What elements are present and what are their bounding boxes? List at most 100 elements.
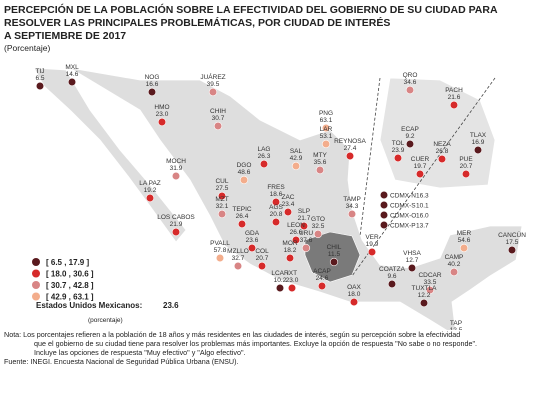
city-value: 19.9 xyxy=(366,241,379,248)
legend-swatch xyxy=(32,292,40,301)
city-value: 42.9 xyxy=(290,155,303,162)
city-value: 21.9 xyxy=(170,221,183,228)
city-name: JUÁREZ xyxy=(200,72,225,81)
city-name: TIJ xyxy=(35,68,44,75)
city-name: NEZA xyxy=(433,141,451,148)
city-value: 21.6 xyxy=(448,94,461,101)
city-name: ACAP xyxy=(313,268,331,275)
city-dot xyxy=(67,77,77,87)
city-value: 10.1 xyxy=(416,203,429,210)
city-dot xyxy=(275,283,285,293)
inset-connector xyxy=(351,77,496,277)
city-value: 23.0 xyxy=(286,277,299,284)
city-name: CUL xyxy=(215,178,228,185)
city-name: TAMP xyxy=(343,196,361,203)
city-dot xyxy=(507,245,517,255)
city-name: ZAC xyxy=(282,194,295,201)
city-name: QRO xyxy=(403,72,418,79)
note-line: Nota: Los porcentajes refieren a la pobl… xyxy=(4,330,461,339)
city-name: GTO xyxy=(311,216,325,223)
city-dot xyxy=(425,285,435,295)
city-value: 17.5 xyxy=(506,239,519,246)
city-dot xyxy=(415,169,425,179)
city-value: 57.8 xyxy=(214,247,227,254)
city-value: 13.7 xyxy=(416,223,429,230)
city-name: COATZA xyxy=(379,266,406,273)
city-dot xyxy=(379,220,389,230)
city-name: TLAX xyxy=(470,132,487,139)
city-name: LOS CABOS xyxy=(157,214,195,221)
city-value: 26.8 xyxy=(436,148,449,155)
city-dot xyxy=(407,263,417,273)
city-value: 9.2 xyxy=(405,133,414,140)
city-value: 19.7 xyxy=(414,163,427,170)
city-dot xyxy=(271,197,281,207)
city-value: 32.5 xyxy=(312,223,325,230)
city-value: 16.9 xyxy=(472,139,485,146)
city-name: MTY xyxy=(313,152,327,159)
city-value: 6.5 xyxy=(35,75,44,82)
city-dot xyxy=(299,221,309,231)
city-value: 12.7 xyxy=(406,257,419,264)
city-value: 27.4 xyxy=(344,145,357,152)
city-value: 20.7 xyxy=(256,255,269,262)
city-name: VER xyxy=(365,234,379,241)
city-dot xyxy=(321,123,331,133)
legend-label: [ 6.5 , 17.9 ] xyxy=(46,258,89,267)
note-line: que el gobierno de su ciudad tiene para … xyxy=(34,339,478,348)
city-dot xyxy=(321,139,331,149)
city-name: TAP xyxy=(450,320,462,327)
city-name: SLP xyxy=(298,208,310,215)
city-value: 16.0 xyxy=(416,213,429,220)
city-dot xyxy=(329,257,339,267)
legend: [ 6.5 , 17.9 ] [ 18.0 , 30.6 ] [ 30.7 , 42… xyxy=(32,258,94,302)
city-dot xyxy=(213,121,223,131)
city-dot xyxy=(217,209,227,219)
city-value: 19.2 xyxy=(144,187,157,194)
city-dot xyxy=(147,87,157,97)
note: Nota: Los porcentajes refieren a la pobl… xyxy=(4,330,554,366)
city-value: 32.1 xyxy=(216,203,229,210)
national-unit: (porcentaje) xyxy=(88,317,123,324)
city-dot xyxy=(459,243,469,253)
city-value: 26.6 xyxy=(290,229,303,236)
city-name: SAL xyxy=(290,148,303,155)
city-value: 39.5 xyxy=(207,81,220,88)
city-name: MER xyxy=(457,230,472,237)
city-dot xyxy=(449,100,459,110)
city-value: 23.9 xyxy=(392,147,405,154)
city-name: MZLLO xyxy=(227,248,249,255)
national-value: 23.6 xyxy=(163,301,179,310)
city-value: 30.7 xyxy=(212,115,225,122)
city-value: 11.5 xyxy=(328,251,341,258)
city-value: 12.2 xyxy=(418,292,431,299)
city-value: 21.7 xyxy=(298,215,311,222)
title-line: RESOLVER LAS PRINCIPALES PROBLEMÁTICAS, … xyxy=(4,16,390,29)
city-name: TEPIC xyxy=(232,206,251,213)
city-dot xyxy=(317,281,327,291)
city-value: 31.9 xyxy=(170,165,183,172)
city-name: FRES xyxy=(267,184,285,191)
city-value: 63.1 xyxy=(320,117,333,124)
city-dot xyxy=(461,169,471,179)
city-name: HMO xyxy=(154,104,169,111)
city-dot xyxy=(283,207,293,217)
city-dot xyxy=(473,145,483,155)
city-value: 12.5 xyxy=(450,327,463,330)
city-dot xyxy=(171,171,181,181)
city-value: 16.3 xyxy=(416,193,429,200)
city-dot xyxy=(367,247,377,257)
city-dot xyxy=(239,175,249,185)
city-name: CDMX-N xyxy=(390,193,416,200)
city-dot xyxy=(287,283,297,293)
city-name: CHIH xyxy=(210,108,226,115)
city-value: 26.4 xyxy=(236,213,249,220)
city-name: MZT xyxy=(215,196,228,203)
title-line: A SEPTIEMBRE DE 2017 xyxy=(4,30,126,42)
city-dot xyxy=(157,117,167,127)
legend-label: [ 18.0 , 30.6 ] xyxy=(46,270,94,279)
city-value: 32.7 xyxy=(232,255,245,262)
city-dot xyxy=(387,279,397,289)
city-dot xyxy=(313,229,323,239)
